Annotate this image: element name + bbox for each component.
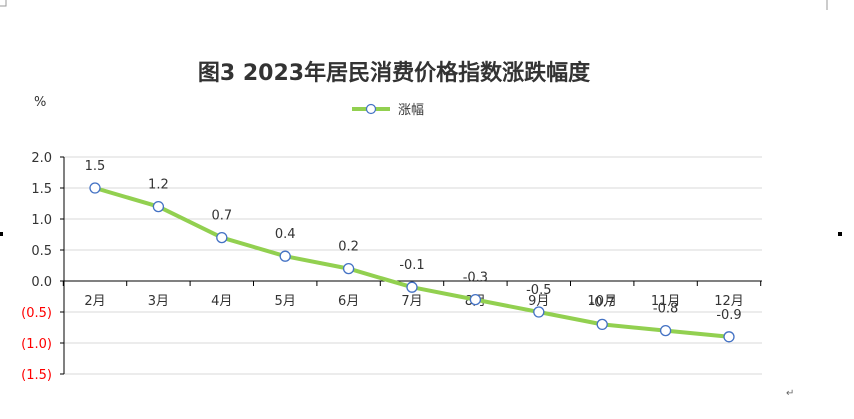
data-label: -0.9 [716, 308, 741, 323]
y-tick-label: 2.0 [31, 151, 52, 166]
chart-title: 图3 2023年居民消费价格指数涨跌幅度 [198, 60, 591, 86]
data-point [723, 331, 735, 343]
x-tick-label: 2月 [84, 294, 105, 309]
y-tick-label: 1.0 [31, 213, 52, 228]
y-tick-label: 1.5 [31, 182, 52, 197]
data-point [406, 281, 418, 293]
axes [63, 157, 762, 374]
data-point [469, 293, 482, 306]
data-label: 0.4 [275, 227, 296, 242]
data-point [216, 231, 228, 244]
x-tick-label: 9月 [528, 294, 549, 309]
x-tick-label: 7月 [401, 294, 422, 309]
legend: 涨幅 [352, 103, 424, 118]
x-tick-label: 10月 [587, 294, 617, 309]
data-label: -0.5 [526, 283, 551, 298]
data-point [659, 324, 672, 337]
series-points [89, 182, 735, 343]
y-tick-label: 0.5 [31, 244, 52, 259]
data-point [533, 306, 545, 318]
data-point [152, 200, 165, 213]
data-point [596, 318, 608, 331]
resize-handle-right[interactable] [838, 232, 842, 236]
y-tick-label: (1.5) [21, 368, 52, 383]
data-label: 1.5 [85, 159, 106, 174]
data-point [279, 250, 291, 262]
data-point [342, 262, 355, 275]
legend-marker-swatch [365, 103, 377, 115]
corner-mark-top-left [0, 0, 7, 7]
resize-handle-left[interactable] [0, 232, 3, 236]
x-tick-label: 12月 [714, 294, 744, 309]
legend-label: 涨幅 [398, 103, 424, 118]
paragraph-mark: ↵ [786, 388, 794, 399]
data-label: -0.8 [653, 302, 678, 317]
data-label: -0.7 [590, 295, 615, 310]
data-label: 0.2 [338, 240, 359, 255]
x-tick-label: 4月 [211, 294, 232, 309]
data-label: -0.1 [399, 258, 424, 273]
data-point [89, 182, 101, 194]
y-tick-label: (1.0) [21, 337, 52, 352]
data-labels: 1.5 1.2 0.7 0.4 0.2 -0.1 -0.3 -0.5 -0.7 -0.8 -0.9 [85, 159, 742, 323]
data-label: 1.2 [148, 178, 169, 193]
x-tick-label: 5月 [275, 294, 296, 309]
x-axis-ticks: 2月3月4月5月6月7月8月9月10月11月12月 [62, 281, 762, 309]
x-tick-label: 11月 [651, 294, 681, 309]
data-label: 0.7 [211, 209, 232, 224]
x-tick-label: 3月 [148, 294, 169, 309]
y-tick-label: (0.5) [21, 306, 52, 321]
y-tick-label: 0.0 [31, 275, 52, 290]
y-unit-label: % [34, 95, 46, 110]
x-tick-label: 6月 [338, 294, 359, 309]
y-axis-ticks: 2.0 1.5 1.0 0.5 0.0 (0.5) (1.0) (1.5) [21, 151, 64, 383]
data-label: -0.3 [463, 271, 488, 286]
